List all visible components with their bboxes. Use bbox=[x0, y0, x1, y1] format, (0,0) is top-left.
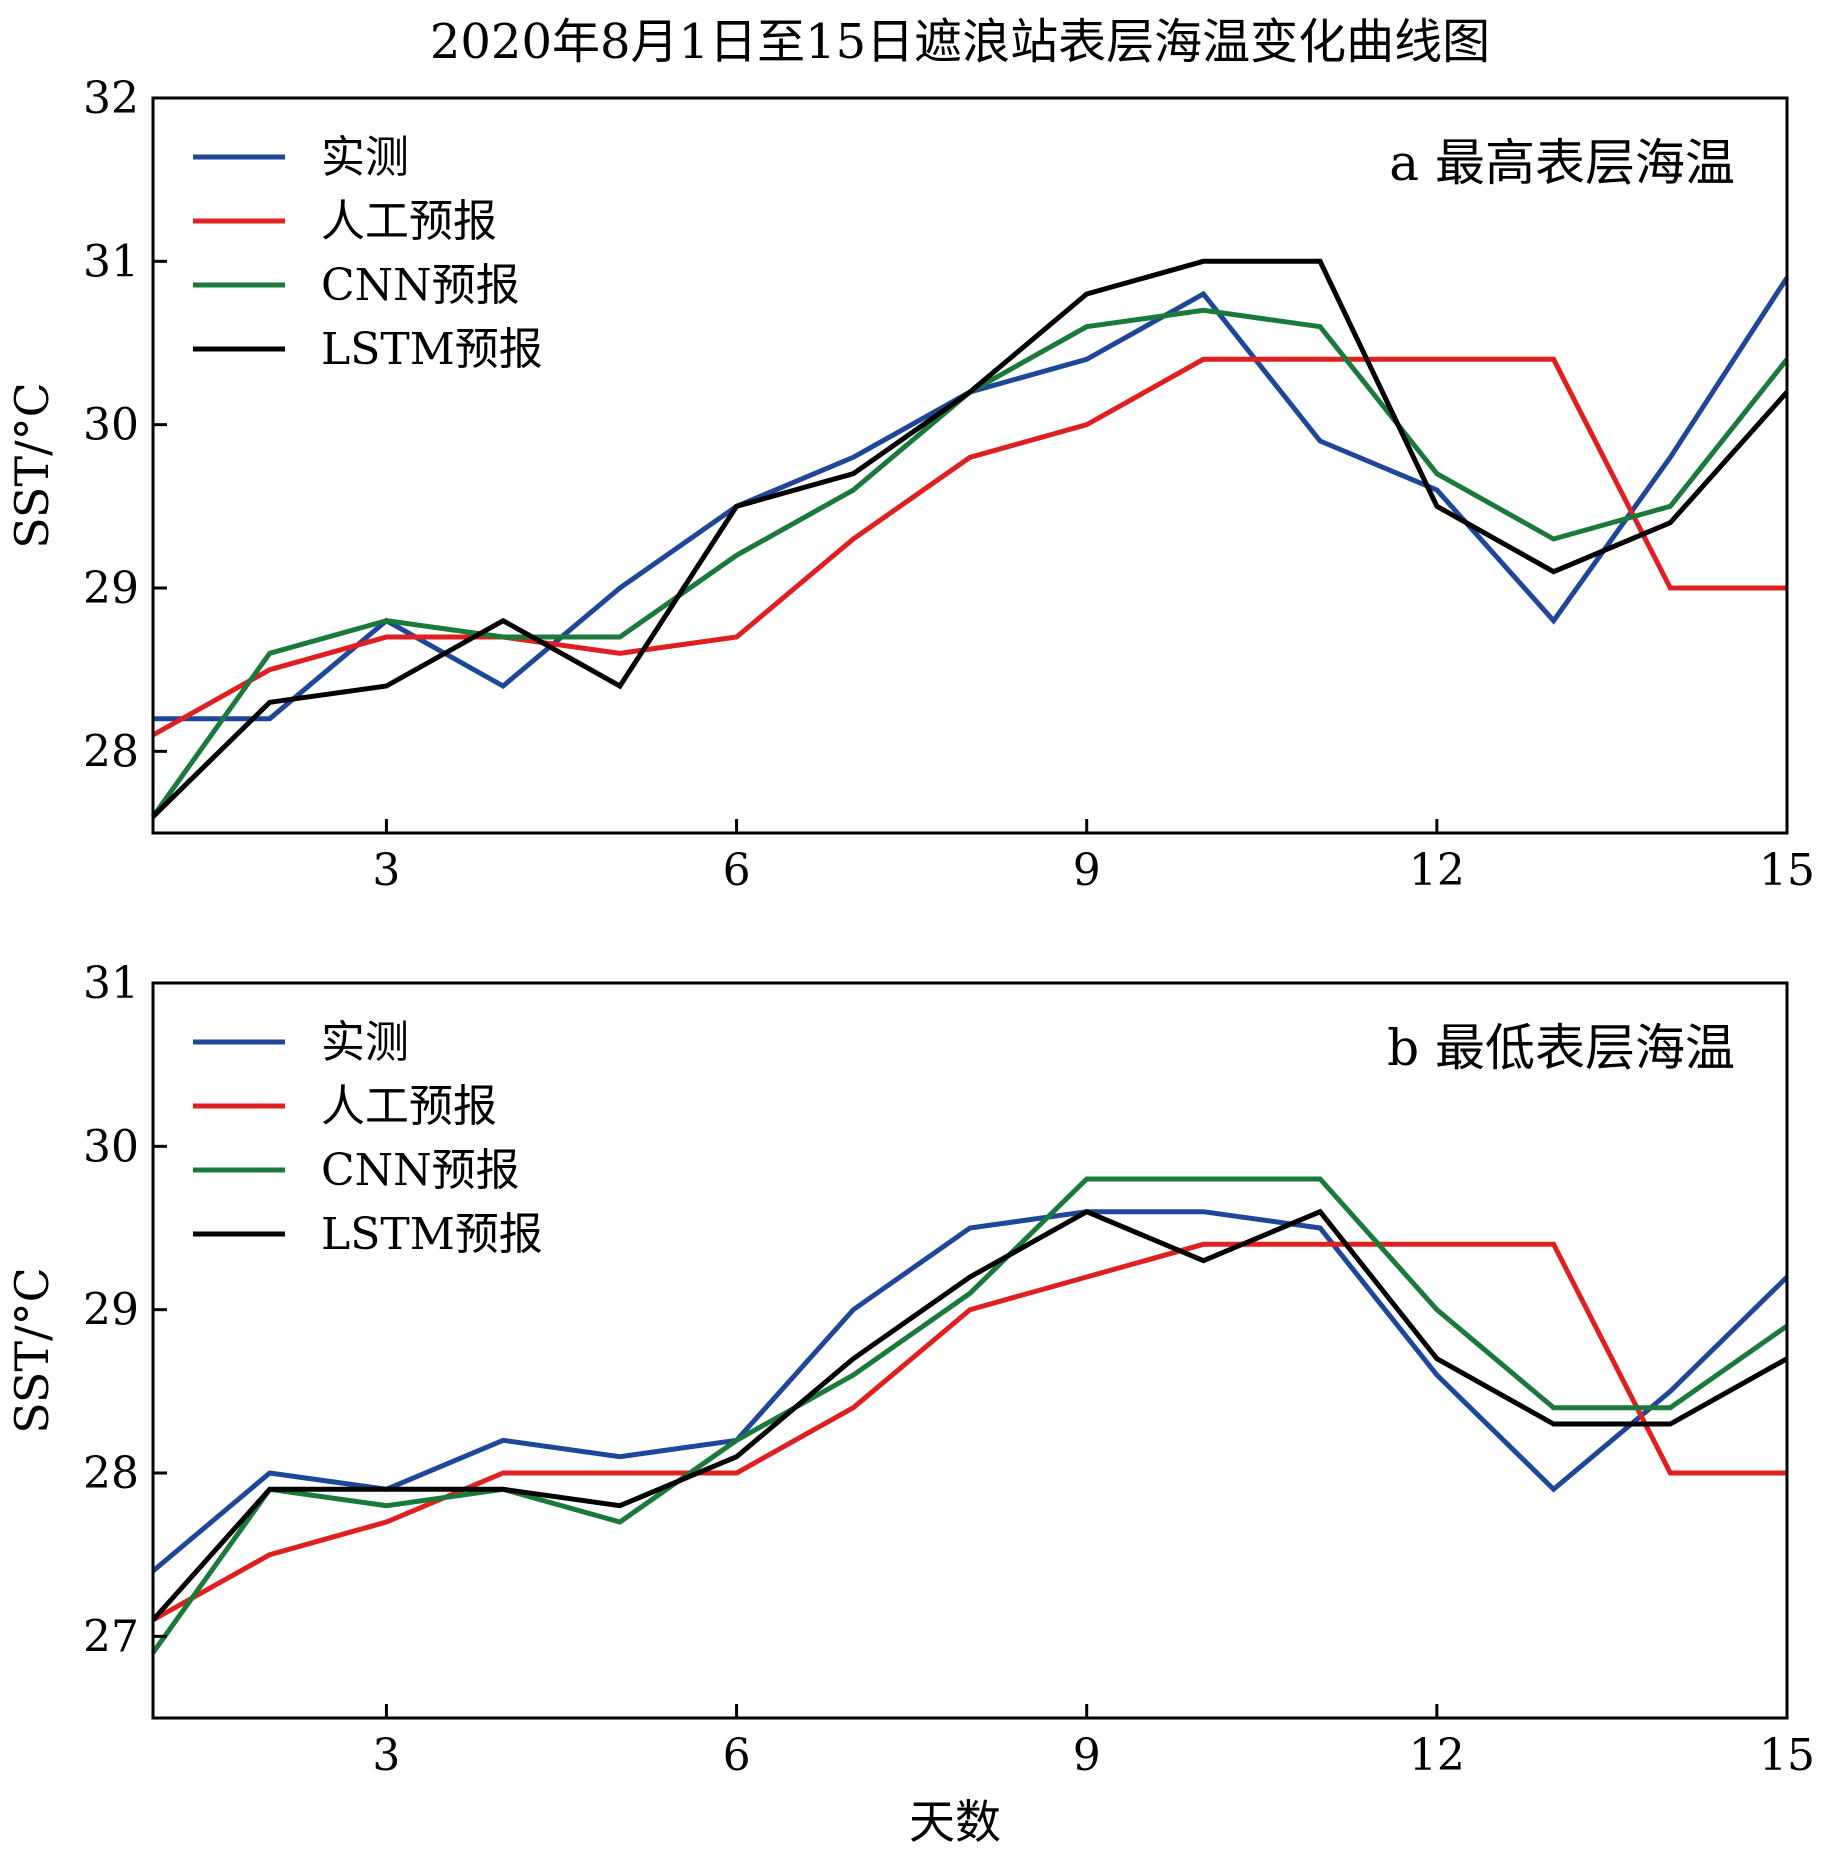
legend-label: 实测 bbox=[321, 1017, 409, 1068]
y-tick-label: 29 bbox=[83, 563, 139, 614]
series-line-1 bbox=[151, 1209, 1789, 1573]
x-axis-title: 天数 bbox=[909, 1795, 1001, 1849]
legend-label: LSTM预报 bbox=[321, 1209, 543, 1260]
figure-title: 2020年8月1日至15日遮浪站表层海温变化曲线图 bbox=[430, 14, 1490, 70]
y-tick-label: 30 bbox=[83, 1121, 139, 1172]
y-tick-label: 28 bbox=[83, 1448, 139, 1499]
plot-frame bbox=[151, 981, 1789, 1720]
plot-frame bbox=[151, 96, 1789, 835]
y-tick-label: 27 bbox=[83, 1611, 139, 1662]
y-axis-title: SST/°C bbox=[5, 1267, 59, 1434]
series-line-4 bbox=[151, 258, 1789, 819]
x-tick-label: 12 bbox=[1409, 1730, 1465, 1781]
y-axis-title: SST/°C bbox=[5, 382, 59, 549]
x-tick-label: 6 bbox=[723, 1730, 751, 1781]
legend-label: LSTM预报 bbox=[321, 324, 543, 375]
series-line-2 bbox=[151, 356, 1787, 738]
y-tick-label: 31 bbox=[83, 236, 139, 287]
y-tick-label: 32 bbox=[83, 73, 139, 124]
x-tick-label: 9 bbox=[1073, 1730, 1101, 1781]
legend-label: CNN预报 bbox=[321, 260, 520, 311]
x-tick-label: 6 bbox=[723, 845, 751, 896]
legend-label: 实测 bbox=[321, 132, 409, 183]
panel-label: a 最高表层海温 bbox=[1389, 134, 1735, 192]
legend-label: 人工预报 bbox=[321, 196, 497, 247]
series-line-3 bbox=[150, 1176, 1789, 1655]
x-tick-label: 3 bbox=[372, 845, 400, 896]
y-tick-label: 31 bbox=[83, 958, 139, 1009]
x-tick-label: 12 bbox=[1409, 845, 1465, 896]
panel-label: b 最低表层海温 bbox=[1387, 1019, 1735, 1077]
legend-label: 人工预报 bbox=[321, 1081, 497, 1132]
series-line-4 bbox=[151, 1208, 1789, 1622]
x-tick-label: 15 bbox=[1759, 1730, 1815, 1781]
series-line-2 bbox=[151, 1241, 1787, 1623]
y-tick-label: 28 bbox=[83, 726, 139, 777]
x-tick-label: 3 bbox=[372, 1730, 400, 1781]
x-tick-label: 15 bbox=[1759, 845, 1815, 896]
y-tick-label: 29 bbox=[83, 1285, 139, 1336]
legend-label: CNN预报 bbox=[321, 1145, 520, 1196]
y-tick-label: 30 bbox=[83, 400, 139, 451]
x-tick-label: 9 bbox=[1073, 845, 1101, 896]
